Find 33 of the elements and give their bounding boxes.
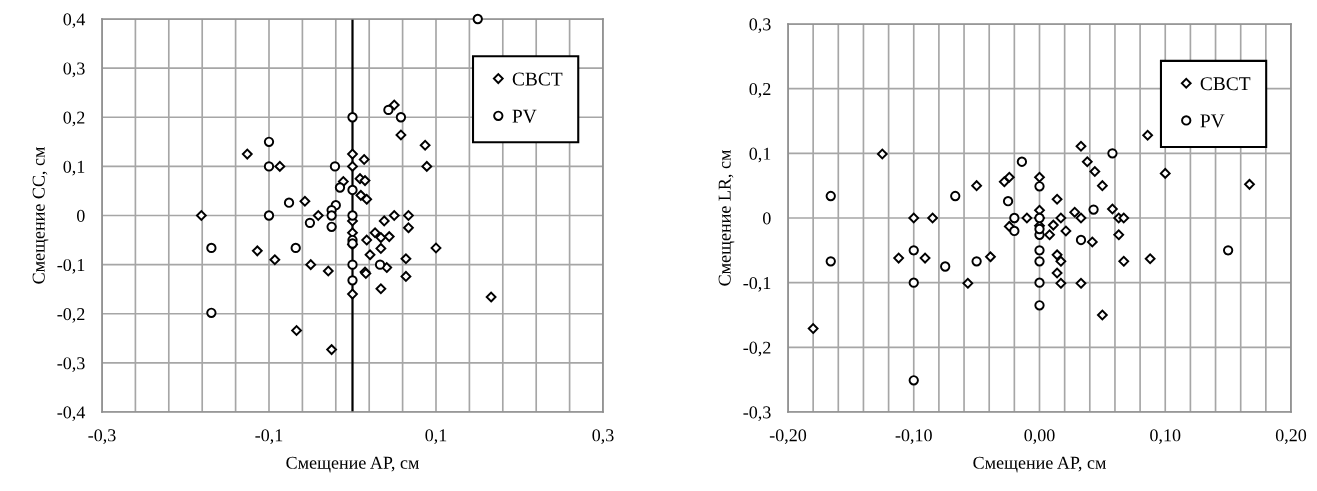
x-axis-title: Смещение AP, см — [973, 456, 1106, 473]
y-tick-label: 0,2 — [63, 111, 85, 127]
y-tick-label: -0,4 — [57, 406, 86, 422]
y-tick-label: -0,3 — [743, 406, 771, 422]
x-axis-title: Смещение AP, см — [286, 456, 419, 473]
x-tick-label: 0,10 — [1150, 429, 1181, 444]
x-tick-label: 0,20 — [1275, 429, 1307, 444]
x-tick-label: -0,3 — [88, 429, 116, 444]
legend-label: CBCT — [512, 72, 563, 86]
y-axis-title: Смещение CC, см — [32, 147, 49, 284]
y-tick-label: -0,2 — [743, 341, 771, 357]
y-tick-label: 0,3 — [63, 62, 85, 78]
legend-label: CBCT — [1200, 77, 1251, 91]
y-tick-label: 0,1 — [63, 160, 85, 176]
x-tick-label: -0,20 — [769, 429, 807, 444]
y-tick-label: 0,4 — [63, 13, 86, 29]
y-tick-label: 0,3 — [749, 18, 771, 34]
y-tick-label: 0,1 — [749, 147, 771, 163]
y-tick-label: -0,3 — [57, 357, 85, 372]
y-tick-label: -0,1 — [743, 276, 771, 292]
x-tick-label: -0,10 — [895, 429, 932, 444]
x-tick-label: 0,00 — [1024, 429, 1055, 444]
legend-label: PV — [512, 109, 537, 123]
y-tick-label: 0,2 — [749, 82, 771, 98]
x-tick-label: 0,3 — [592, 429, 614, 444]
y-tick-label: 0 — [76, 209, 85, 222]
legend-label: PV — [1200, 114, 1225, 128]
y-tick-label: -0,2 — [57, 308, 85, 323]
x-tick-label: -0,1 — [255, 429, 283, 444]
y-tick-label: -0,1 — [57, 258, 85, 274]
x-tick-label: 0,1 — [425, 429, 447, 444]
y-tick-label: 0 — [762, 212, 771, 225]
y-axis-title: Смещение LR, см — [718, 150, 735, 286]
